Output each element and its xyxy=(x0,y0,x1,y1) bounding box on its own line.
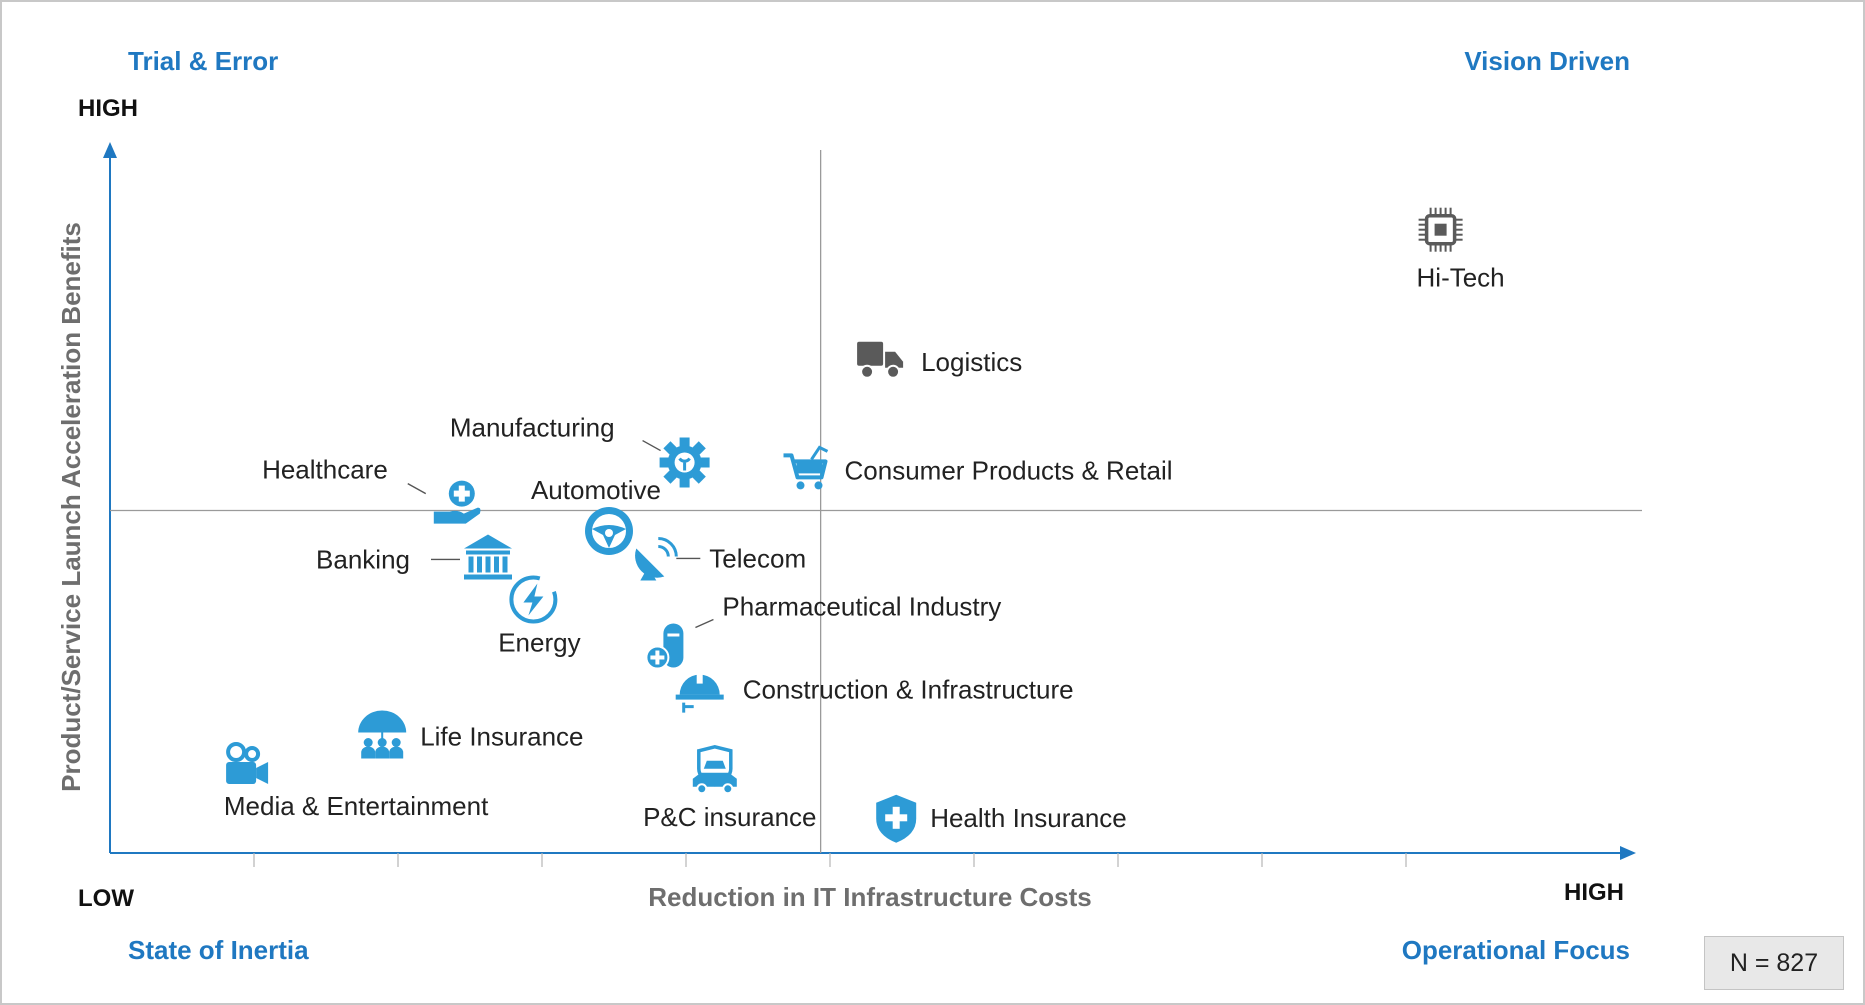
video-camera-icon xyxy=(226,742,269,784)
gear-icon xyxy=(659,437,710,488)
data-point-hi-tech: Hi-Tech xyxy=(1417,207,1505,293)
data-point-healthcare: Healthcare xyxy=(262,455,481,524)
data-point-automotive: Automotive xyxy=(531,475,661,555)
quadrant-label-bottom-left: State of Inertia xyxy=(128,935,309,965)
point-label: Energy xyxy=(498,628,580,658)
data-points: Hi-Tech Logistics Consumer Products & Reta… xyxy=(224,207,1505,843)
point-label: Banking xyxy=(316,545,410,575)
leader-line xyxy=(642,439,661,452)
point-label: Automotive xyxy=(531,475,661,505)
point-label: Healthcare xyxy=(262,455,388,485)
point-label: Consumer Products & Retail xyxy=(845,455,1173,485)
hard-hat-icon xyxy=(675,673,724,713)
x-axis-high-label: HIGH xyxy=(1564,879,1624,906)
data-point-media-and-entertainment: Media & Entertainment xyxy=(224,742,489,821)
sample-size-box: N = 827 xyxy=(1704,936,1844,990)
point-label: Life Insurance xyxy=(420,722,583,752)
medical-hand-icon xyxy=(433,480,481,524)
bank-icon xyxy=(464,534,512,580)
y-axis-high-label: HIGH xyxy=(78,95,138,122)
data-point-life-insurance: Life Insurance xyxy=(358,710,584,759)
energy-icon xyxy=(509,575,558,624)
data-point-health-insurance: Health Insurance xyxy=(876,794,1127,843)
axes xyxy=(103,142,1642,867)
data-point-telecom: Telecom xyxy=(635,537,806,581)
leader-line xyxy=(407,483,427,495)
data-point-banking: Banking xyxy=(316,534,512,580)
data-point-pandc-insurance: P&C insurance xyxy=(643,744,817,832)
chip-icon xyxy=(1418,207,1463,252)
x-axis-title: Reduction in IT Infrastructure Costs xyxy=(648,882,1092,912)
data-point-consumer-products-and-retail: Consumer Products & Retail xyxy=(783,445,1173,490)
leader-line xyxy=(695,618,714,629)
x-axis-low-label: LOW xyxy=(78,885,134,912)
satellite-dish-icon xyxy=(635,537,678,581)
umbrella-family-icon xyxy=(358,710,407,759)
point-label: Pharmaceutical Industry xyxy=(722,592,1001,622)
data-point-energy: Energy xyxy=(498,575,581,658)
quadrant-label-top-right: Vision Driven xyxy=(1464,46,1630,76)
truck-icon xyxy=(857,341,904,379)
health-shield-icon xyxy=(876,794,917,843)
pill-icon xyxy=(645,623,684,670)
point-label: Logistics xyxy=(921,347,1022,377)
data-point-logistics: Logistics xyxy=(857,341,1022,379)
shopping-cart-icon xyxy=(783,445,829,490)
steering-wheel-icon xyxy=(585,507,633,555)
point-label: Media & Entertainment xyxy=(224,791,489,821)
point-label: Health Insurance xyxy=(930,803,1127,833)
car-shield-icon xyxy=(692,744,737,795)
data-point-pharmaceutical-industry: Pharmaceutical Industry xyxy=(645,592,1001,670)
quadrant-label-top-left: Trial & Error xyxy=(128,46,278,76)
point-label: Manufacturing xyxy=(450,413,615,443)
data-point-manufacturing: Manufacturing xyxy=(450,413,710,488)
point-label: Construction & Infrastructure xyxy=(743,675,1074,705)
y-axis-title: Product/Service Launch Acceleration Bene… xyxy=(56,222,86,792)
point-label: P&C insurance xyxy=(643,802,816,832)
point-label: Telecom xyxy=(709,544,806,574)
data-point-construction-and-infrastructure: Construction & Infrastructure xyxy=(675,673,1074,713)
x-axis-arrow xyxy=(1620,846,1636,860)
quadrant-label-bottom-right: Operational Focus xyxy=(1402,935,1630,965)
point-label: Hi-Tech xyxy=(1417,263,1505,293)
y-axis-arrow xyxy=(103,142,117,158)
